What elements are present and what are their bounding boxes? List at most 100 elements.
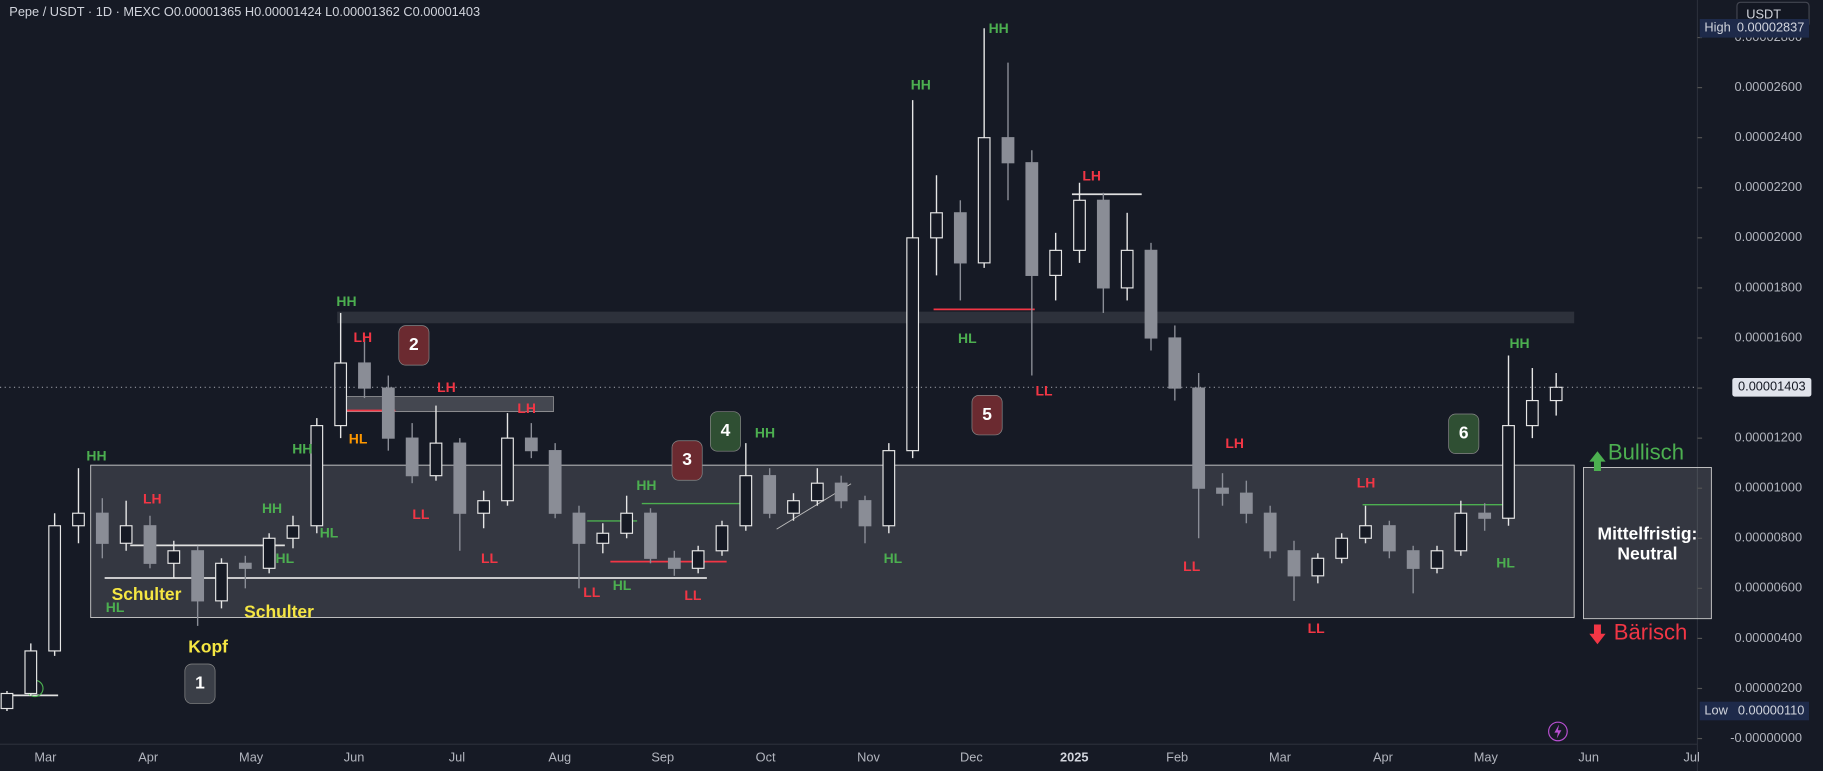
candle-body	[1525, 399, 1539, 427]
outlook-label: Neutral	[1617, 543, 1677, 563]
x-tick-label: Dec	[960, 750, 983, 765]
swing-label: LH	[143, 491, 162, 507]
outlook-label: Mittelfristig:	[1598, 524, 1698, 544]
y-tick-label: 0.00001200	[1735, 429, 1803, 444]
candle-body	[810, 482, 824, 502]
callout-box	[184, 663, 216, 704]
swing-label: HL	[320, 524, 339, 540]
callout-number: 6	[1459, 422, 1469, 442]
candle-body	[1096, 199, 1110, 289]
swing-label: HL	[884, 550, 903, 566]
y-tick-label: 0.00001800	[1735, 279, 1803, 294]
candle-body	[429, 442, 443, 477]
y-tick-label: 0.00000200	[1735, 680, 1803, 695]
candle-body	[977, 137, 991, 264]
swing-label: HL	[276, 550, 295, 566]
swing-label: HH	[911, 77, 931, 93]
y-tick-label: -0.00000000	[1730, 730, 1802, 745]
candle-body	[1549, 386, 1563, 402]
x-tick-label: Jun	[344, 750, 365, 765]
candle-body	[119, 525, 133, 544]
swing-label: HH	[1509, 335, 1529, 351]
y-tick-label: 0.00002000	[1735, 229, 1803, 244]
candle-body	[95, 512, 109, 544]
swing-label: Kopf	[188, 636, 228, 656]
candle-body	[1382, 525, 1396, 552]
callout-number: 3	[682, 449, 692, 469]
swing-label: LL	[1036, 383, 1054, 399]
swing-label: LL	[684, 587, 702, 603]
swing-label: LH	[1357, 474, 1376, 490]
candle-body	[501, 437, 514, 502]
candle-body	[882, 450, 896, 527]
candle-body	[48, 525, 62, 652]
candle-body	[1454, 512, 1468, 552]
currency-label: USDT	[1746, 6, 1781, 21]
candle-body	[1478, 512, 1492, 519]
swing-label: HL	[1496, 555, 1515, 571]
price-tag-label: 0.00002837	[1737, 20, 1805, 35]
callout-number: 5	[982, 404, 992, 424]
y-tick-label: 0.00002200	[1735, 179, 1803, 194]
candle-body	[1430, 550, 1444, 569]
x-tick-label: Feb	[1166, 750, 1188, 765]
x-tick-label: Apr	[138, 750, 159, 765]
swing-label: HH	[86, 448, 106, 464]
candle-body	[1359, 525, 1372, 539]
candle-body	[691, 550, 705, 569]
swing-label: HH	[755, 424, 775, 440]
swing-label: LH	[1225, 435, 1244, 451]
candle-body	[1192, 387, 1206, 489]
x-tick-label: May	[239, 750, 264, 765]
candle-body	[1073, 199, 1086, 251]
x-tick-label: Nov	[857, 750, 880, 765]
swing-label: LH	[353, 329, 372, 345]
swing-label: LL	[583, 584, 601, 600]
swing-label: LL	[412, 506, 430, 522]
candle-body	[358, 362, 371, 389]
y-tick-label: 0.00002600	[1735, 79, 1803, 94]
candle-body	[191, 550, 205, 602]
last-price-box	[1732, 377, 1812, 397]
callout-box	[971, 395, 1003, 436]
candle-body	[262, 537, 276, 569]
swing-label: LL	[481, 550, 499, 566]
candle-body	[1049, 249, 1063, 276]
candle-body	[1144, 249, 1158, 339]
last-price-label: 0.00001403	[1738, 379, 1806, 394]
candle-body	[787, 500, 800, 514]
arrow-up-icon	[1589, 451, 1606, 471]
y-tick-label: 0.00001000	[1735, 480, 1803, 495]
x-tick-label: Jun	[1578, 750, 1599, 765]
resistance-zone	[337, 311, 1575, 324]
candle-body	[644, 512, 657, 559]
candle-body	[1263, 512, 1277, 552]
candle-body	[310, 425, 324, 527]
swing-label: HH	[262, 500, 282, 516]
swing-label: LL	[1183, 558, 1201, 574]
candle-body	[1311, 557, 1325, 577]
swing-label: HH	[336, 293, 356, 309]
callout-number: 1	[195, 672, 205, 692]
y-tick-label: 0.00001600	[1735, 329, 1803, 344]
x-tick-label: Jul	[449, 750, 465, 765]
swing-label: HL	[958, 330, 977, 346]
x-tick-label: 2025	[1060, 750, 1088, 765]
y-tick-label: 0.00002400	[1735, 129, 1803, 144]
bullish-label: Bullisch	[1608, 439, 1684, 464]
candle-body	[453, 442, 467, 514]
candle-body	[1120, 249, 1134, 289]
swing-label: LH	[437, 379, 456, 395]
candle-body	[953, 212, 967, 264]
callout-box	[1448, 413, 1480, 454]
candle-body	[620, 512, 634, 534]
price-tag-box	[1699, 701, 1810, 721]
candle-body	[667, 557, 681, 569]
x-tick-label: Apr	[1373, 750, 1394, 765]
candle-body	[572, 512, 586, 544]
swing-label: Schulter	[244, 601, 314, 621]
callout-number: 2	[409, 334, 419, 354]
swing-label: HH	[636, 477, 656, 493]
candle-body	[715, 525, 729, 552]
candle-body	[1216, 487, 1229, 494]
